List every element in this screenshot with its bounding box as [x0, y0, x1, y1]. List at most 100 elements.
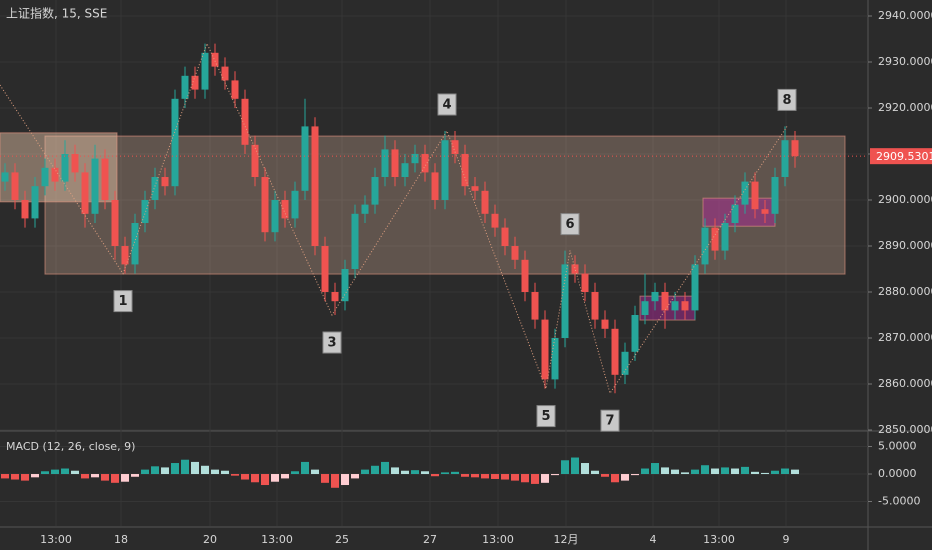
- macd-bar: [31, 474, 39, 478]
- macd-bar: [791, 469, 799, 475]
- candle-body: [421, 154, 429, 173]
- macd-bar: [101, 474, 109, 481]
- zigzag: [0, 42, 788, 395]
- candle-body: [751, 181, 759, 210]
- macd-bar: [271, 474, 279, 482]
- candle-body: [261, 177, 269, 233]
- point-label-box: [437, 93, 457, 116]
- macd-bar: [631, 474, 639, 476]
- point-label: 5: [541, 409, 550, 424]
- macd-bar: [701, 465, 709, 475]
- macd-bar: [411, 470, 419, 475]
- candle-body: [601, 319, 609, 329]
- candle-body: [651, 292, 659, 302]
- candle-body: [781, 140, 789, 178]
- macd-bar: [611, 474, 619, 483]
- candle-body: [521, 259, 529, 293]
- point-label-box: [322, 331, 342, 354]
- main-pane: 1 3 4 5 6 7 8: [0, 42, 868, 432]
- macd-bar: [531, 474, 539, 484]
- candle-body: [101, 158, 109, 201]
- y-tick-label: -5.0000: [878, 495, 920, 508]
- candle-body: [671, 301, 679, 311]
- candle-body: [571, 264, 579, 274]
- macd-bar: [581, 463, 589, 475]
- candle-body: [171, 98, 179, 187]
- macd-bar: [511, 474, 519, 481]
- x-tick-label: 18: [114, 533, 128, 546]
- candle-body: [591, 292, 599, 320]
- candle-body: [311, 126, 319, 247]
- candle-body: [361, 204, 369, 214]
- point-label: 1: [118, 294, 127, 309]
- candle-body: [611, 328, 619, 375]
- macd-bar: [331, 474, 339, 488]
- macd-bar: [301, 461, 309, 475]
- candle-body: [241, 98, 249, 145]
- point-label-box: [777, 88, 797, 111]
- candle-body: [481, 190, 489, 214]
- x-tick-label: 13:00: [482, 533, 514, 546]
- macd-bar: [601, 474, 609, 477]
- macd-bar: [751, 471, 759, 475]
- candle-body: [441, 140, 449, 201]
- point-label-box: [536, 405, 556, 428]
- point-label: 6: [565, 217, 574, 232]
- macd-bar: [681, 472, 689, 475]
- macd-bar: [221, 470, 229, 475]
- y-tick-label: 2860.0000: [878, 377, 932, 390]
- macd-bar: [61, 468, 69, 475]
- candle-body: [471, 186, 479, 191]
- x-tick-label: 4: [650, 533, 657, 546]
- y-tick-label: 2850.0000: [878, 423, 932, 436]
- macd-bar: [451, 471, 459, 475]
- candle-body: [531, 292, 539, 320]
- macd-bar: [441, 472, 449, 475]
- macd-bar: [771, 470, 779, 475]
- candle-body: [111, 200, 119, 247]
- macd-bar: [721, 467, 729, 475]
- macd-bar: [91, 474, 99, 478]
- macd-bar: [171, 463, 179, 475]
- candle-body: [511, 246, 519, 260]
- candle-body: [81, 172, 89, 214]
- x-tick-label: 27: [423, 533, 437, 546]
- point-label-box: [560, 213, 580, 236]
- indicator-title: MACD (12, 26, close, 9): [6, 440, 135, 453]
- macd-bar: [341, 474, 349, 486]
- y-tick-label: 0.0000: [878, 467, 917, 480]
- macd-bar: [761, 472, 769, 475]
- candle-body: [201, 52, 209, 90]
- candle-body: [461, 154, 469, 187]
- y-tick-label: 2940.0000: [878, 9, 932, 22]
- macd-bar: [21, 474, 29, 481]
- macd-bar: [731, 468, 739, 475]
- macd-bar: [111, 474, 119, 483]
- point-label-box: [113, 290, 133, 313]
- candle-body: [121, 246, 129, 265]
- point-label: 8: [782, 93, 791, 108]
- candle-body: [761, 209, 769, 214]
- macd-bar: [691, 469, 699, 475]
- candle-body: [291, 190, 299, 219]
- candle-body: [681, 301, 689, 311]
- macd-bar: [561, 460, 569, 475]
- candle-body: [301, 126, 309, 191]
- macd-bar: [431, 474, 439, 477]
- macd-bar: [401, 470, 409, 475]
- candle-body: [581, 273, 589, 293]
- macd-bar: [381, 461, 389, 475]
- candle-body: [141, 200, 149, 224]
- candle-body: [401, 163, 409, 178]
- candle-body: [731, 204, 739, 224]
- candle-body: [271, 200, 279, 233]
- candle-body: [721, 223, 729, 251]
- y-tick-label: 5.0000: [878, 440, 917, 453]
- macd-bar: [261, 474, 269, 486]
- macd-bar: [781, 468, 789, 475]
- candle-body: [61, 154, 69, 182]
- x-tick-label: 13:00: [40, 533, 72, 546]
- candle-body: [701, 227, 709, 265]
- candle-body: [431, 172, 439, 201]
